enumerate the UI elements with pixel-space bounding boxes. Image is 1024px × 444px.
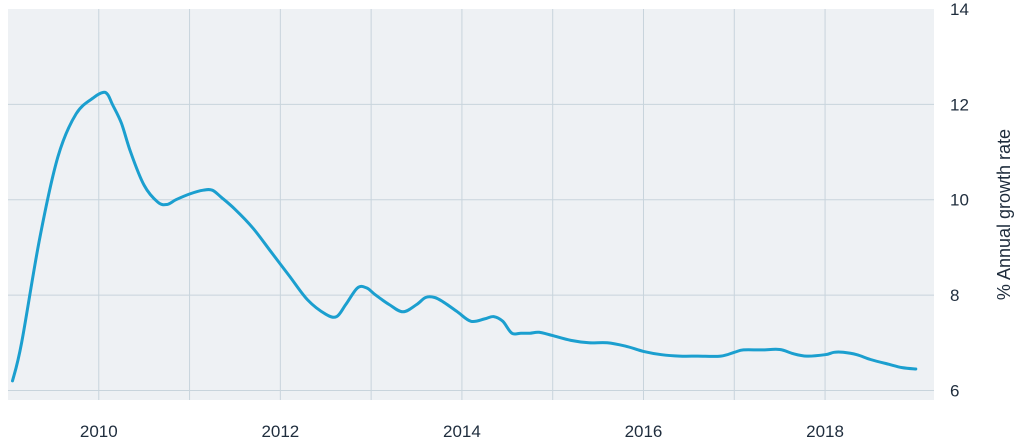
x-tick-label: 2010 xyxy=(80,422,118,441)
x-tick-label: 2012 xyxy=(261,422,299,441)
y-axis-tick-labels: 6 8 10 12 14 xyxy=(950,0,969,400)
x-tick-label: 2016 xyxy=(625,422,663,441)
growth-rate-series-line xyxy=(11,90,918,383)
y-tick-label: 6 xyxy=(950,381,959,400)
x-tick-label: 2014 xyxy=(443,422,481,441)
y-tick-label: 8 xyxy=(950,286,959,305)
horizontal-gridlines xyxy=(8,103,934,391)
vertical-gridlines xyxy=(98,9,826,400)
y-tick-label: 10 xyxy=(950,191,969,210)
y-axis-title: % Annual growth rate xyxy=(994,129,1014,300)
y-tick-label: 14 xyxy=(950,0,969,19)
x-tick-label: 2018 xyxy=(806,422,844,441)
plot-area xyxy=(8,9,934,400)
x-axis-tick-labels: 2010 2012 2014 2016 2018 xyxy=(80,422,844,441)
y-tick-label: 12 xyxy=(950,95,969,114)
